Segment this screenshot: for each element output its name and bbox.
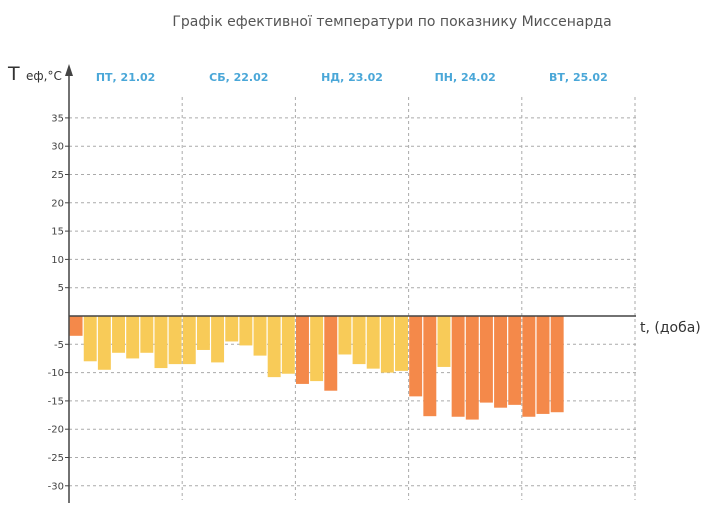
bar <box>508 316 522 405</box>
y-tick-label: 20 <box>51 198 64 209</box>
bar <box>494 316 508 408</box>
bar <box>366 316 380 369</box>
day-label: ПН, 24.02 <box>435 71 496 84</box>
day-label: СБ, 22.02 <box>209 71 268 84</box>
bar <box>69 316 83 336</box>
y-axis-arrow-icon <box>65 64 73 76</box>
bar <box>451 316 465 417</box>
y-tick-label: 5 <box>58 283 64 294</box>
bar <box>154 316 168 369</box>
bar <box>409 316 423 397</box>
bar <box>112 316 125 353</box>
bar <box>253 316 267 356</box>
bar <box>83 316 97 362</box>
y-tick-label: -5 <box>54 340 64 351</box>
bar <box>97 316 111 370</box>
y-axis-label-sub: еф,°C <box>26 69 62 83</box>
y-tick-label: 25 <box>51 170 64 181</box>
bar <box>296 316 309 384</box>
y-tick-label: -15 <box>48 396 64 407</box>
day-label: ВТ, 25.02 <box>549 71 608 84</box>
bar <box>465 316 479 420</box>
bar <box>182 316 196 365</box>
y-tick-label: 35 <box>51 113 64 124</box>
bar <box>267 316 281 378</box>
bar <box>310 316 324 382</box>
bar <box>338 316 352 355</box>
bar <box>352 316 366 365</box>
bar <box>522 316 536 417</box>
bar <box>380 316 394 373</box>
bar <box>536 316 550 414</box>
x-axis-label: t, (доба) <box>640 320 701 336</box>
bar <box>281 316 295 374</box>
chart-title: Графік ефективної температури по показни… <box>172 14 611 30</box>
bar <box>423 316 437 417</box>
y-tick-label: 10 <box>51 255 64 266</box>
bar <box>324 316 338 391</box>
bar <box>437 316 451 367</box>
y-axis-label-main: T <box>7 63 20 85</box>
bar <box>479 316 493 403</box>
y-tick-label: 15 <box>51 227 64 238</box>
bar <box>140 316 154 353</box>
y-tick-label: -10 <box>48 368 64 379</box>
y-tick-label: -30 <box>48 481 64 492</box>
day-label: ПТ, 21.02 <box>96 71 156 84</box>
bar <box>211 316 225 363</box>
day-label: НД, 23.02 <box>321 71 383 84</box>
bar <box>239 316 253 346</box>
y-tick-label: -25 <box>48 453 64 464</box>
bar <box>395 316 408 371</box>
y-tick-label: 30 <box>51 142 64 153</box>
bar <box>550 316 564 413</box>
bar <box>126 316 140 359</box>
bar <box>168 316 182 365</box>
bar <box>225 316 239 342</box>
bar <box>196 316 210 350</box>
y-tick-label: -20 <box>48 425 64 436</box>
